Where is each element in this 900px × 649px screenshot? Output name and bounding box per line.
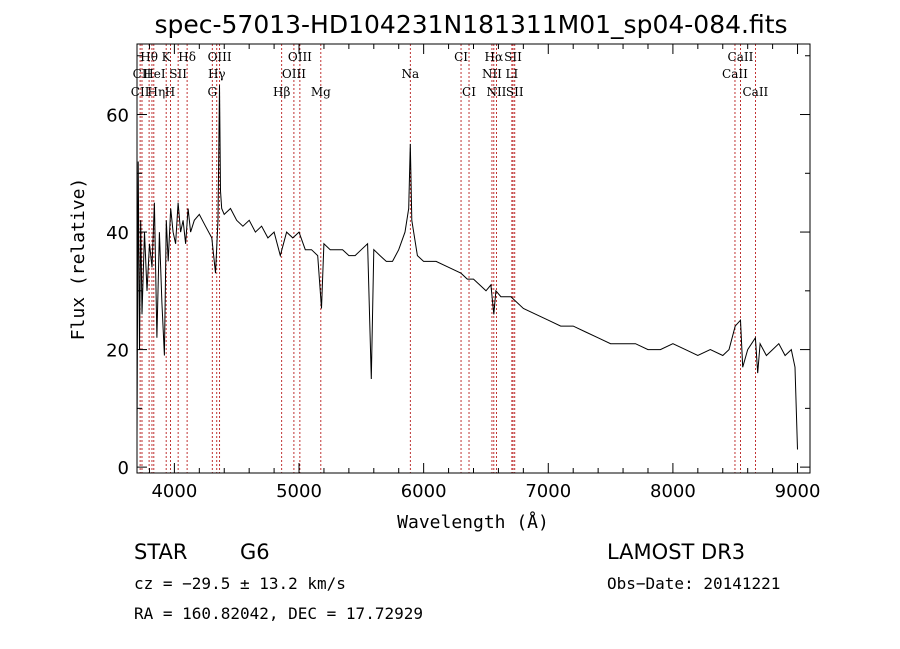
survey-name: LAMOST DR3 (607, 540, 745, 564)
object-subclass: G6 (240, 540, 270, 564)
x-axis-ticks: 4000 5000 6000 7000 8000 9000 (148, 44, 821, 502)
spectral-line-label: Hδ (178, 50, 196, 64)
spectral-line-label: SII (504, 50, 522, 64)
spectral-line-label: Na (401, 67, 419, 81)
x-tick-label: 4000 (151, 481, 197, 502)
spectral-line-label: CaII (722, 67, 748, 81)
spectral-line-label: Mg (311, 85, 331, 99)
spectrum-series-line (136, 85, 798, 450)
x-tick-label: 9000 (775, 481, 821, 502)
spectral-line-label: Hγ (208, 67, 226, 81)
x-tick-label: 8000 (650, 481, 696, 502)
spectral-line-label: Hα (485, 50, 504, 64)
spectral-line-label: NII (486, 85, 506, 99)
spectral-line-label: CaII (728, 50, 754, 64)
spectral-line-label: SII (169, 67, 187, 81)
coordinates: RA = 160.82042, DEC = 17.72929 (134, 604, 423, 623)
y-tick-label: 60 (106, 106, 129, 127)
x-axis-label: Wavelength (Å) (397, 511, 549, 533)
y-axis-ticks: 0 20 40 60 (106, 55, 810, 479)
x-tick-label: 5000 (276, 481, 322, 502)
spectral-line-label: H (165, 85, 175, 99)
y-tick-label: 40 (106, 223, 129, 244)
spectral-line-label: Hη (147, 85, 165, 99)
spectral-line-label: LI (506, 67, 519, 81)
spectral-line-label: CI (454, 50, 468, 64)
spectral-line-label: CaII (742, 85, 768, 99)
x-tick-label: 7000 (525, 481, 571, 502)
chart-title: spec-57013-HD104231N181311M01_sp04-084.f… (154, 10, 787, 39)
plot-frame (136, 43, 811, 474)
spectral-line-label: OIII (208, 50, 232, 64)
spectral-line-label: CII (131, 85, 150, 99)
spectral-line-label: SII (506, 85, 524, 99)
y-axis-label: Flux (relative) (68, 178, 89, 341)
spectral-line-label: NII (482, 67, 502, 81)
redshift-velocity: cz = −29.5 ± 13.2 km/s (134, 574, 346, 593)
spectral-line-label: G (207, 85, 217, 99)
y-tick-label: 0 (118, 458, 129, 479)
spectral-line-label: CI (462, 85, 476, 99)
object-class: STAR (134, 540, 187, 564)
spectral-line-label: K (162, 50, 172, 64)
x-tick-label: 6000 (401, 481, 447, 502)
spectral-line-label: OIII (288, 50, 312, 64)
spectral-line-label: OIII (282, 67, 306, 81)
spectral-line-label: Hβ (273, 85, 290, 99)
spectral-line-label: Hθ (140, 50, 158, 64)
spectral-line-label: HeI (143, 67, 166, 81)
y-tick-label: 20 (106, 341, 129, 362)
spectral-line-markers (139, 44, 756, 473)
observation-date: Obs−Date: 20141221 (607, 574, 780, 593)
